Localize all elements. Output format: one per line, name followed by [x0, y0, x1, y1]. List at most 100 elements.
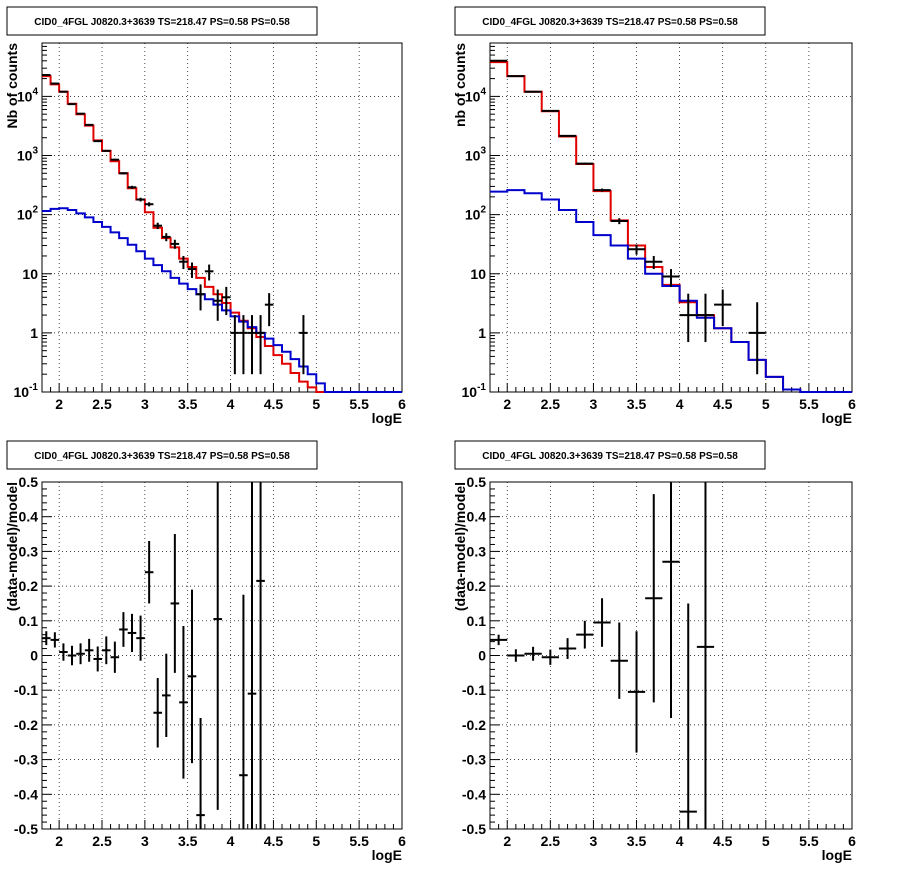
chart-panel-2: CID0_4FGL J0820.3+3639 TS=218.47 PS=0.58… [452, 6, 856, 426]
y-tick-label: 0.5 [19, 474, 39, 490]
data-point [170, 534, 180, 673]
plot-frame [489, 42, 853, 393]
x-tick-label: 4.5 [713, 833, 733, 849]
x-tick-label: 3 [590, 396, 598, 412]
x-tick-label: 6 [848, 833, 856, 849]
x-tick-label: 6 [398, 396, 406, 412]
title-box [454, 6, 766, 36]
y-tick-label: 0.4 [19, 509, 39, 525]
data-point [256, 482, 265, 829]
y-tick-label: -0.1 [462, 682, 486, 698]
y-axis-label: Nb of counts [4, 43, 20, 129]
data-point [84, 123, 94, 126]
x-tick-label: 5.5 [799, 833, 819, 849]
data-point [541, 109, 559, 112]
x-tick-label: 5 [762, 396, 770, 412]
data-point [558, 638, 577, 659]
x-tick-label: 3 [141, 396, 149, 412]
y-tick-label: 0.3 [467, 543, 487, 559]
x-tick-label: 2 [503, 833, 511, 849]
y-tick-label: -0.3 [462, 752, 486, 768]
data-point [144, 202, 154, 207]
y-tick-label: 10 [22, 266, 38, 282]
x-axis-label: logE [822, 847, 852, 863]
data-point [136, 615, 145, 661]
data-point [490, 634, 508, 646]
data-point [59, 643, 68, 661]
chart-title: CID0_4FGL J0820.3+3639 TS=218.47 PS=0.58… [34, 17, 290, 28]
y-axis-label: (data-model)/model [452, 482, 468, 611]
data-point [662, 482, 680, 718]
x-tick-label: 2.5 [92, 833, 112, 849]
data-point [196, 284, 205, 311]
data-point [76, 643, 85, 665]
chart-title: CID0_4FGL J0820.3+3639 TS=218.47 PS=0.58… [482, 17, 738, 28]
y-tick-label: 104 [17, 86, 39, 104]
series-1 [42, 482, 265, 829]
x-tick-label: 3.5 [627, 833, 647, 849]
x-tick-label: 4 [676, 833, 684, 849]
plot-frame [41, 42, 403, 393]
x-tick-label: 5 [312, 396, 320, 412]
step-line [42, 207, 402, 393]
series-3 [42, 74, 308, 375]
y-axis-label: (data-model)/model [4, 482, 20, 611]
y-tick-label: 1 [478, 325, 486, 341]
data-point [645, 255, 663, 270]
x-tick-label: 2.5 [92, 396, 112, 412]
x-tick-label: 4.5 [713, 396, 733, 412]
data-point [748, 302, 766, 375]
x-tick-label: 6 [398, 833, 406, 849]
y-tick-label: -0.2 [14, 717, 38, 733]
title-box [6, 440, 318, 470]
data-point [162, 233, 171, 242]
data-point [93, 140, 102, 143]
series-1 [42, 75, 402, 393]
data-point [153, 222, 162, 230]
data-point [84, 638, 94, 662]
data-point [610, 218, 628, 225]
x-tick-label: 5.5 [799, 396, 819, 412]
data-point [50, 632, 60, 648]
chart-title: CID0_4FGL J0820.3+3639 TS=218.47 PS=0.58… [34, 451, 290, 462]
y-tick-label: 0.1 [19, 613, 39, 629]
data-point [119, 612, 128, 647]
y-axis: -0.5 -0.4 -0.3 -0.2 -0.1 0 0.1 0.2 0.3 0.4 0.5(dat… [452, 474, 500, 837]
y-axis: -0.5 -0.4 -0.3 -0.2 -0.1 0 0.1 0.2 0.3 0.4 0.5(dat… [4, 474, 52, 837]
x-tick-label: 2 [55, 396, 63, 412]
data-point [136, 197, 145, 202]
data-point [153, 678, 162, 748]
y-tick-label: 104 [465, 86, 487, 104]
x-tick-label: 3.5 [178, 833, 198, 849]
chart-panel-1: CID0_4FGL J0820.3+3639 TS=218.47 PS=0.58… [4, 6, 406, 426]
data-point [558, 134, 577, 137]
x-axis-label: logE [372, 847, 402, 863]
data-point [576, 620, 594, 649]
series-2 [42, 207, 402, 393]
x-tick-label: 2 [503, 396, 511, 412]
data-point [187, 262, 197, 278]
data-point [204, 264, 214, 281]
y-tick-label: -0.4 [462, 786, 486, 802]
data-point [179, 255, 188, 270]
chart-title: CID0_4FGL J0820.3+3639 TS=218.47 PS=0.58… [482, 451, 738, 462]
data-point [67, 645, 77, 666]
data-point [196, 717, 205, 829]
data-point [144, 540, 154, 604]
data-point [119, 172, 128, 175]
chart-panel-4: CID0_4FGL J0820.3+3639 TS=218.47 PS=0.58… [452, 440, 856, 863]
x-tick-label: 4.5 [264, 833, 284, 849]
y-tick-label: 0 [30, 648, 38, 664]
data-point [256, 315, 265, 375]
data-point [696, 482, 715, 829]
y-tick-label: 0.3 [19, 543, 39, 559]
y-tick-label: 0.1 [467, 613, 487, 629]
data-point [247, 482, 257, 829]
data-point [239, 594, 248, 829]
series-3 [490, 59, 766, 375]
data-point [213, 289, 222, 321]
y-tick-label: -0.5 [14, 821, 38, 837]
